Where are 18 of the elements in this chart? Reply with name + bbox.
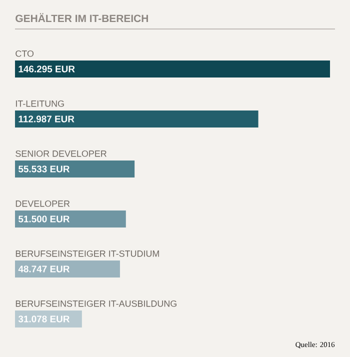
bar [15, 260, 120, 278]
bar [15, 210, 126, 228]
chart-title: GEHÄLTER IM IT-BEREICH [16, 13, 148, 22]
data-label: 112.987 EUR [18, 116, 74, 122]
bar [15, 160, 135, 178]
y-tick-label: IT-LEITUNG [16, 100, 64, 107]
data-label: 48.747 EUR [18, 266, 70, 272]
y-tick-label: SENIOR DEVELOPER [16, 150, 106, 157]
data-label: 51.500 EUR [18, 216, 70, 222]
data-label: 55.533 EUR [18, 166, 70, 172]
data-label: 146.295 EUR [18, 66, 75, 72]
data-label: 31.078 EUR [18, 316, 70, 322]
y-tick-label: DEVELOPER [16, 200, 70, 207]
bar [15, 60, 330, 78]
bar [15, 110, 258, 128]
y-tick-label: BERUFSEINSTEIGER IT-STUDIUM [16, 250, 159, 257]
y-tick-label: CTO [16, 50, 34, 57]
y-tick-label: BERUFSEINSTEIGER IT-AUSBILDUNG [16, 300, 176, 307]
